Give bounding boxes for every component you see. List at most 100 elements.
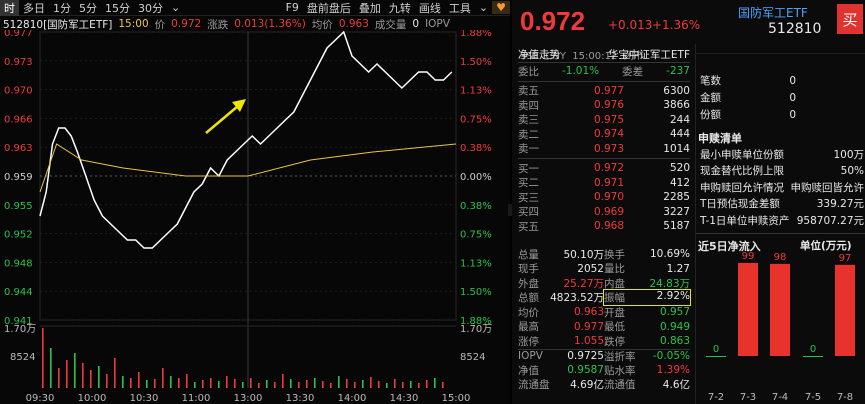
redemption-label: T-1日单位申赎资产 (700, 214, 790, 227)
sub-label: 金额 (700, 92, 721, 104)
x-axis-label: 11:00 (182, 393, 211, 404)
ask-price: 0.975 (593, 113, 624, 126)
stats-row: 最高 0.977 最低 0.949 (518, 320, 690, 335)
inflow-bar (706, 356, 726, 357)
stats-table: 总量 50.10万 换手 10.69% 现手 2052 量比 1.27 外盘 25.27万 内盘 24… (518, 247, 691, 393)
volume-bar (122, 376, 124, 388)
y-axis-label: 0.973 (4, 57, 33, 68)
chart-panel: 时 多日 1分 5分 15分 30分 ⌄ F9 盘前盘后 叠加 九转 画线 工具… (0, 0, 510, 404)
volume-bar (410, 381, 412, 388)
overlay-button[interactable]: 叠加 (358, 1, 381, 15)
volume-bar (402, 382, 404, 388)
redemption-label: 最小申赎单位份额 (700, 148, 784, 161)
tab-5min[interactable]: 5分 (79, 1, 97, 15)
ask-volume: 244 (669, 113, 690, 126)
security-name: 国防军工ETF (738, 6, 808, 20)
tab-1min[interactable]: 1分 (53, 1, 71, 15)
inflow-bar (835, 264, 855, 356)
volume-bar (138, 372, 140, 388)
y-axis-pct-label: 0.75% (460, 114, 492, 125)
stats-row: 流通盘 4.69亿 流通值 4.6亿 (518, 378, 690, 393)
stat-label: 涨停 (518, 335, 539, 348)
amplitude-highlight: 振幅 2.92% (603, 289, 691, 307)
volume-bar (170, 376, 172, 388)
inflow-value-label: 97 (839, 253, 852, 264)
market-meta: SSE CNY 15:00:12 闭市 (520, 51, 644, 62)
price-change: +0.013 (608, 18, 653, 32)
ask-price: 0.973 (593, 142, 624, 155)
subscription-panel: 笔数 0 金额 0 份额 0 申赎清单 最小申赎单位份额 100万 现金替代比例上限 50% 申购… (695, 44, 865, 404)
volume-axis-label-right: 8524 (460, 352, 485, 363)
bid-row[interactable]: 买四 0.969 3227 (518, 205, 690, 220)
volume-axis-label-right: 1.70万 (460, 324, 492, 335)
volume-bar (338, 376, 340, 388)
bid-label: 买五 (518, 220, 539, 233)
ratio-value: -1.01% (562, 65, 600, 78)
sub-top-row: 金额 0 (700, 89, 860, 106)
y-axis-pct-label: 1.88% (460, 316, 492, 327)
y-axis-pct-label: 0.75% (460, 230, 492, 241)
stat-value: 4.6亿 (662, 379, 690, 392)
favorite-heart-icon[interactable]: ♥ (492, 1, 510, 14)
volume-bar (178, 378, 180, 388)
stat-label: 贴水率 (604, 364, 636, 377)
ask-row[interactable]: 卖二 0.974 444 (518, 127, 690, 142)
pre-post-market-button[interactable]: 盘前盘后 (306, 1, 351, 15)
f9-button[interactable]: F9 (285, 1, 299, 14)
y-axis-label: 0.970 (4, 86, 33, 97)
volume-bar (346, 379, 348, 388)
x-axis-label: 10:30 (130, 393, 159, 404)
tools-chevron-icon[interactable]: ⌄ (478, 1, 489, 14)
tab-30min[interactable]: 30分 (138, 1, 163, 15)
volume-bar (130, 378, 132, 388)
redemption-row: 最小申赎单位份额 100万 (700, 146, 864, 163)
section-rows: 最小申赎单位份额 100万 现金替代比例上限 50% 申购赎回允许情况 申购赎回皆允许 T日… (700, 146, 864, 229)
y-axis-pct-label: 1.50% (460, 287, 492, 298)
volume-bar (378, 381, 380, 388)
redemption-row: T-1日单位申赎资产 958707.27元 (700, 212, 864, 229)
sub-label: 份额 (700, 109, 721, 121)
bid-volume: 520 (669, 162, 690, 175)
ask-label: 卖五 (518, 85, 539, 98)
ask-row[interactable]: 卖一 0.973 1014 (518, 142, 690, 157)
volume-bar (106, 374, 108, 388)
redemption-value: 50% (840, 164, 864, 177)
td-sequential-button[interactable]: 九转 (388, 1, 411, 15)
more-periods-chevron-icon[interactable]: ⌄ (171, 1, 181, 14)
inflow-date-label: 7-4 (772, 392, 788, 403)
price-line (39, 30, 453, 249)
tools-button[interactable]: 工具 (448, 1, 471, 15)
stat-label: 最高 (518, 321, 539, 334)
bid-row[interactable]: 买一 0.972 520 (518, 161, 690, 176)
quote-panel: 0.972 +0.013 +1.36% 国防军工ETF 512810 买 SSE… (512, 0, 865, 404)
volume-bar (434, 378, 436, 388)
volume-bar (50, 348, 52, 388)
redemption-row: 现金替代比例上限 50% (700, 163, 864, 180)
stat-label: 振幅 (604, 292, 625, 305)
tab-15min[interactable]: 15分 (105, 1, 130, 15)
tab-intraday[interactable]: 时 (0, 0, 19, 16)
intraday-chart[interactable]: 0.977 1.88% 0.973 1.50% 0.970 1.13% 0.966 0.75%… (0, 30, 510, 404)
bid-price: 0.972 (593, 162, 624, 175)
ask-row[interactable]: 卖五 0.977 6300 (518, 84, 690, 99)
tab-multiday[interactable]: 多日 (23, 1, 45, 15)
bid-price: 0.968 (593, 220, 624, 233)
inflow-value-label: 99 (742, 252, 755, 262)
bid-row[interactable]: 买三 0.970 2285 (518, 190, 690, 205)
volume-bar (202, 380, 204, 388)
bid-row[interactable]: 买二 0.971 412 (518, 176, 690, 191)
sub-label: 笔数 (700, 75, 721, 87)
nav-trend-link[interactable]: 净值走势 (518, 49, 560, 62)
y-axis-label: 0.941 (4, 316, 33, 327)
stat-value: 0.949 (659, 320, 690, 333)
divider (518, 80, 690, 82)
security-code-name: 512810[国防军工ETF] (3, 18, 113, 31)
ask-row[interactable]: 卖四 0.976 3866 (518, 98, 690, 113)
volume-bar (290, 379, 292, 388)
bid-row[interactable]: 买五 0.968 5187 (518, 219, 690, 234)
draw-line-button[interactable]: 画线 (418, 1, 441, 15)
ask-row[interactable]: 卖三 0.975 244 (518, 113, 690, 128)
x-axis-label: 15:00 (442, 393, 471, 404)
buy-button[interactable]: 买 (837, 4, 863, 34)
y-axis-label: 0.966 (4, 114, 33, 125)
